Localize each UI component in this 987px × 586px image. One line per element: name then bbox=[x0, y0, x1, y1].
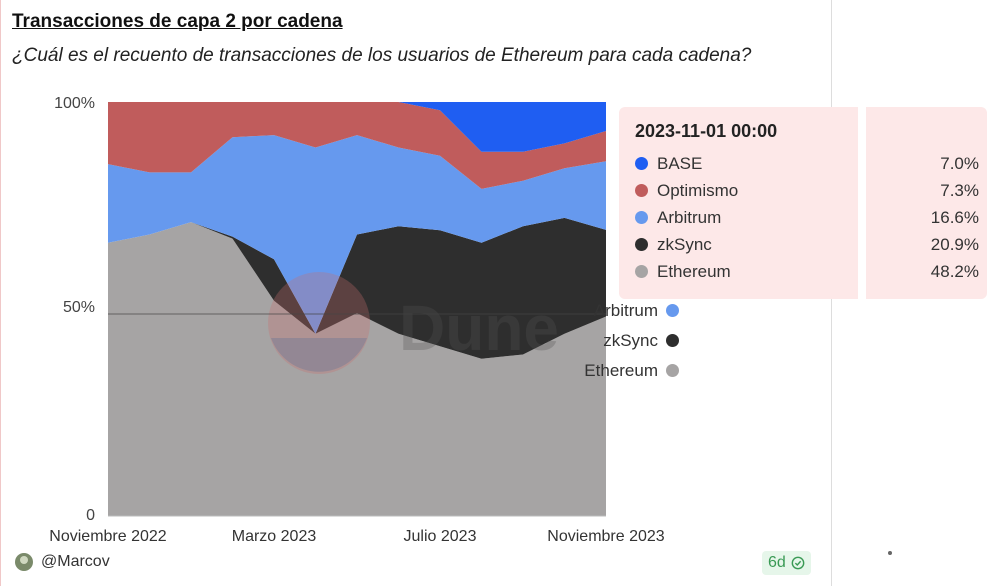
tooltip-series-value: 7.3% bbox=[940, 181, 979, 200]
x-tick-label: Julio 2023 bbox=[404, 528, 477, 545]
tooltip-series-name: Optimismo bbox=[657, 181, 739, 200]
tooltip-row-zksync: zkSync 20.9% bbox=[635, 231, 979, 258]
tooltip-series-name: zkSync bbox=[657, 235, 712, 254]
tooltip-divider bbox=[858, 107, 866, 299]
tooltip-series-value: 20.9% bbox=[930, 235, 979, 254]
stacked-area-chart[interactable]: Dune 100% 50% 0 Noviembre 2022 Marzo 2023… bbox=[1, 0, 833, 586]
chart-title[interactable]: Transacciones de capa 2 por cadena bbox=[12, 11, 343, 32]
chart-tooltip: 2023-11-01 00:00 BASE 7.0% Optimismo 7.3… bbox=[619, 107, 987, 299]
chart-subtitle: ¿Cuál es el recuento de transacciones de… bbox=[12, 45, 752, 66]
legend-label: zkSync bbox=[603, 331, 658, 350]
area-zksync[interactable] bbox=[108, 217, 606, 359]
area-optimismo[interactable] bbox=[108, 102, 606, 189]
y-tick-50: 50% bbox=[63, 299, 95, 316]
chart-legend: Arbitrum zkSync Ethereum bbox=[584, 296, 679, 386]
x-tick-label: Noviembre 2022 bbox=[49, 528, 167, 545]
check-circle-icon bbox=[791, 556, 805, 570]
avatar bbox=[15, 553, 33, 571]
watermark-circle-bottom bbox=[271, 338, 367, 372]
tooltip-series-value: 48.2% bbox=[930, 262, 979, 281]
watermark-circle-top bbox=[268, 272, 370, 374]
tooltip-series-name: BASE bbox=[657, 154, 703, 173]
x-tick-group: Noviembre 2022 Marzo 2023 Julio 2023 Noviem… bbox=[49, 528, 665, 545]
legend-item-zksync[interactable]: zkSync bbox=[584, 326, 679, 356]
author-handle: @Marcov bbox=[41, 553, 110, 570]
tooltip-row-arbitrum: Arbitrum 16.6% bbox=[635, 204, 979, 231]
tooltip-series-value: 7.0% bbox=[940, 154, 979, 173]
tooltip-dot bbox=[635, 211, 648, 224]
legend-dot bbox=[666, 334, 679, 348]
tooltip-dot bbox=[635, 157, 648, 170]
area-series-group bbox=[108, 102, 606, 516]
dune-watermark: Dune bbox=[268, 272, 559, 374]
tooltip-dot bbox=[635, 184, 648, 197]
tooltip-series-name: Arbitrum bbox=[657, 208, 722, 227]
watermark-text: Dune bbox=[399, 292, 559, 364]
y-tick-100: 100% bbox=[54, 95, 95, 112]
tooltip-series-value: 16.6% bbox=[930, 208, 979, 227]
legend-dot bbox=[666, 364, 679, 378]
age-badge: 6d bbox=[762, 551, 811, 575]
indicator-dot bbox=[888, 551, 892, 555]
x-tick-label: Marzo 2023 bbox=[232, 528, 317, 545]
tooltip-row-base: BASE 7.0% bbox=[635, 150, 979, 177]
area-arbitrum[interactable] bbox=[108, 135, 606, 334]
author[interactable]: @Marcov bbox=[15, 553, 110, 571]
x-tick-label: Noviembre 2023 bbox=[547, 528, 665, 545]
tooltip-row-optimismo: Optimismo 7.3% bbox=[635, 177, 979, 204]
tooltip-dot bbox=[635, 265, 648, 278]
tooltip-title: 2023-11-01 00:00 bbox=[635, 121, 778, 141]
tooltip-row-ethereum: Ethereum 48.2% bbox=[635, 258, 979, 285]
area-ethereum[interactable] bbox=[108, 222, 606, 516]
legend-label: Ethereum bbox=[584, 361, 658, 380]
legend-label: Arbitrum bbox=[593, 301, 658, 320]
tooltip-series-name: Ethereum bbox=[657, 262, 731, 281]
age-badge-label: 6d bbox=[768, 554, 786, 571]
legend-dot bbox=[666, 304, 679, 318]
legend-item-ethereum[interactable]: Ethereum bbox=[584, 356, 679, 386]
y-tick-0: 0 bbox=[86, 507, 95, 524]
tooltip-dot bbox=[635, 238, 648, 251]
legend-item-arbitrum[interactable]: Arbitrum bbox=[584, 296, 679, 326]
area-base[interactable] bbox=[108, 102, 606, 152]
